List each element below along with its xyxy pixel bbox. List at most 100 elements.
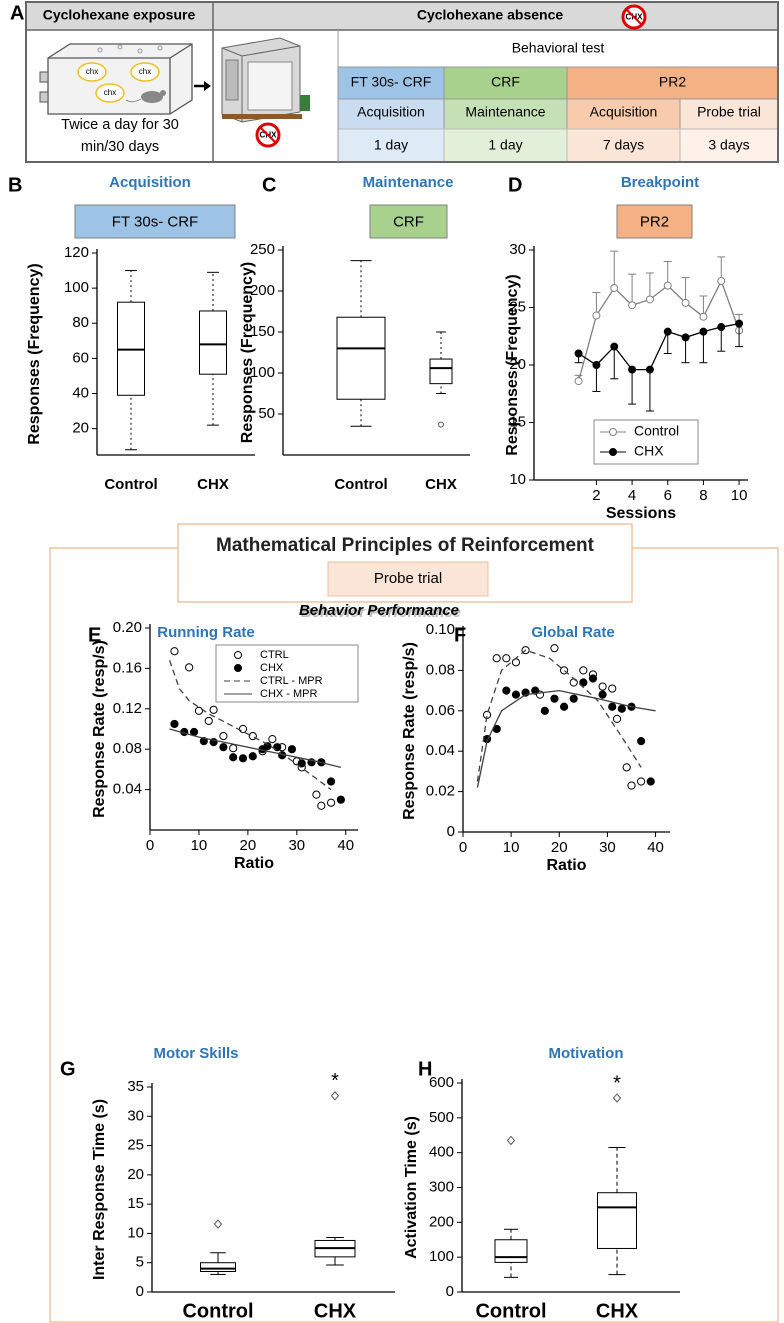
point xyxy=(268,735,277,744)
point xyxy=(550,694,559,703)
y-tick-label: 0.02 xyxy=(426,783,455,800)
point xyxy=(610,283,619,292)
point xyxy=(492,654,501,663)
point xyxy=(336,795,345,804)
y-tick-label: 100 xyxy=(250,364,275,381)
point xyxy=(574,349,583,358)
x-tick-label: CHX xyxy=(197,476,229,493)
point xyxy=(569,694,578,703)
legend-label: Control xyxy=(634,423,679,439)
y-axis-label: Activation Time (s) xyxy=(403,1116,420,1259)
point xyxy=(511,690,521,699)
legend-label: CTRL - MPR xyxy=(260,675,323,687)
phase-cell xyxy=(337,66,445,100)
panel-letter: G xyxy=(60,1058,76,1080)
x-tick-label: 2 xyxy=(592,487,600,504)
chart-title: Breakpoint xyxy=(621,174,699,191)
section-tag: Probe trial xyxy=(374,570,442,587)
y-tick-label: 20 xyxy=(127,1166,144,1183)
y-tick-label: 10 xyxy=(127,1224,144,1241)
section-subtitle: Behavior Performance xyxy=(299,602,459,619)
y-tick-label: 0.08 xyxy=(426,661,455,678)
point xyxy=(681,333,690,342)
y-tick-label: 0.04 xyxy=(113,781,142,798)
y-tick-label: 100 xyxy=(64,279,89,296)
point xyxy=(717,323,726,332)
panel-letter: F xyxy=(454,624,466,646)
point xyxy=(185,663,194,672)
y-tick-label: 0 xyxy=(447,823,455,840)
stage-duration: 7 days xyxy=(603,137,644,153)
point xyxy=(645,295,654,304)
x-tick-label: 10 xyxy=(731,487,748,504)
chart-title: Maintenance xyxy=(363,174,454,191)
point xyxy=(238,724,248,734)
legend-marker xyxy=(234,664,242,672)
cage-illustration xyxy=(39,43,193,115)
point xyxy=(248,752,257,761)
chx-badge: CHX xyxy=(255,122,281,148)
x-tick-label: 40 xyxy=(647,839,664,856)
section-tag-box xyxy=(327,561,489,597)
tag-box xyxy=(74,204,236,239)
y-tick-label: 0.20 xyxy=(113,619,142,636)
point xyxy=(608,684,617,693)
y-tick-label: 100 xyxy=(429,1248,454,1265)
y-tick-label: 0.10 xyxy=(426,621,455,638)
header-row xyxy=(26,2,778,30)
y-tick-label: 0 xyxy=(136,1283,144,1300)
x-axis-label: Sessions xyxy=(606,505,676,522)
point xyxy=(194,706,204,715)
fit-curve xyxy=(169,728,342,769)
point xyxy=(628,365,637,374)
y-tick-label: 250 xyxy=(250,241,275,258)
chart-title: Motor Skills xyxy=(153,1045,238,1062)
outlier xyxy=(213,1219,223,1229)
x-tick-label: 6 xyxy=(664,487,672,504)
panel-letter: C xyxy=(262,174,276,196)
phase-name: PR2 xyxy=(659,74,686,90)
behavioral-test: Behavioral test xyxy=(512,40,605,56)
exposure-header: Cyclohexane exposure xyxy=(43,7,196,23)
outlier xyxy=(330,1091,340,1101)
point xyxy=(209,705,218,714)
point xyxy=(312,790,321,799)
box xyxy=(429,358,453,385)
y-tick-label: 25 xyxy=(509,298,526,315)
cage-label: chx xyxy=(104,88,116,97)
y-axis-label: Response Rate (resp/s) xyxy=(401,642,418,820)
y-tick-label: 30 xyxy=(509,241,526,258)
duration-cell xyxy=(337,128,445,163)
y-tick-label: 80 xyxy=(72,314,89,331)
point xyxy=(574,377,583,386)
panel-letter: E xyxy=(88,624,101,646)
x-tick-label: Control xyxy=(475,1300,546,1322)
legend-label: CTRL xyxy=(260,649,289,661)
stage-name: Maintenance xyxy=(465,104,545,120)
annotation: * xyxy=(613,1072,621,1094)
point xyxy=(531,686,540,695)
x-tick-label: 30 xyxy=(288,837,305,854)
point xyxy=(663,327,672,336)
arrow-head xyxy=(204,81,211,91)
fit-curve xyxy=(476,649,642,782)
y-tick-label: 120 xyxy=(64,244,89,261)
point xyxy=(170,719,179,729)
y-axis-label: Response Rate (resp/s) xyxy=(91,640,108,818)
panel-letter: H xyxy=(418,1058,432,1080)
point xyxy=(612,714,622,723)
point xyxy=(579,678,588,687)
section-subtitle-shadow: Behavior Performance xyxy=(301,604,461,621)
tag-box xyxy=(369,204,448,239)
point xyxy=(540,706,549,715)
x-tick-label: CHX xyxy=(596,1300,639,1322)
panel-letter: D xyxy=(508,174,522,196)
stage-name: Acquisition xyxy=(357,104,425,120)
duration-cell xyxy=(566,128,681,163)
phase-name: CRF xyxy=(491,74,520,90)
y-tick-label: 30 xyxy=(127,1107,144,1124)
point xyxy=(238,754,248,763)
annotation: * xyxy=(331,1070,339,1092)
cage-label: chx xyxy=(139,67,151,76)
